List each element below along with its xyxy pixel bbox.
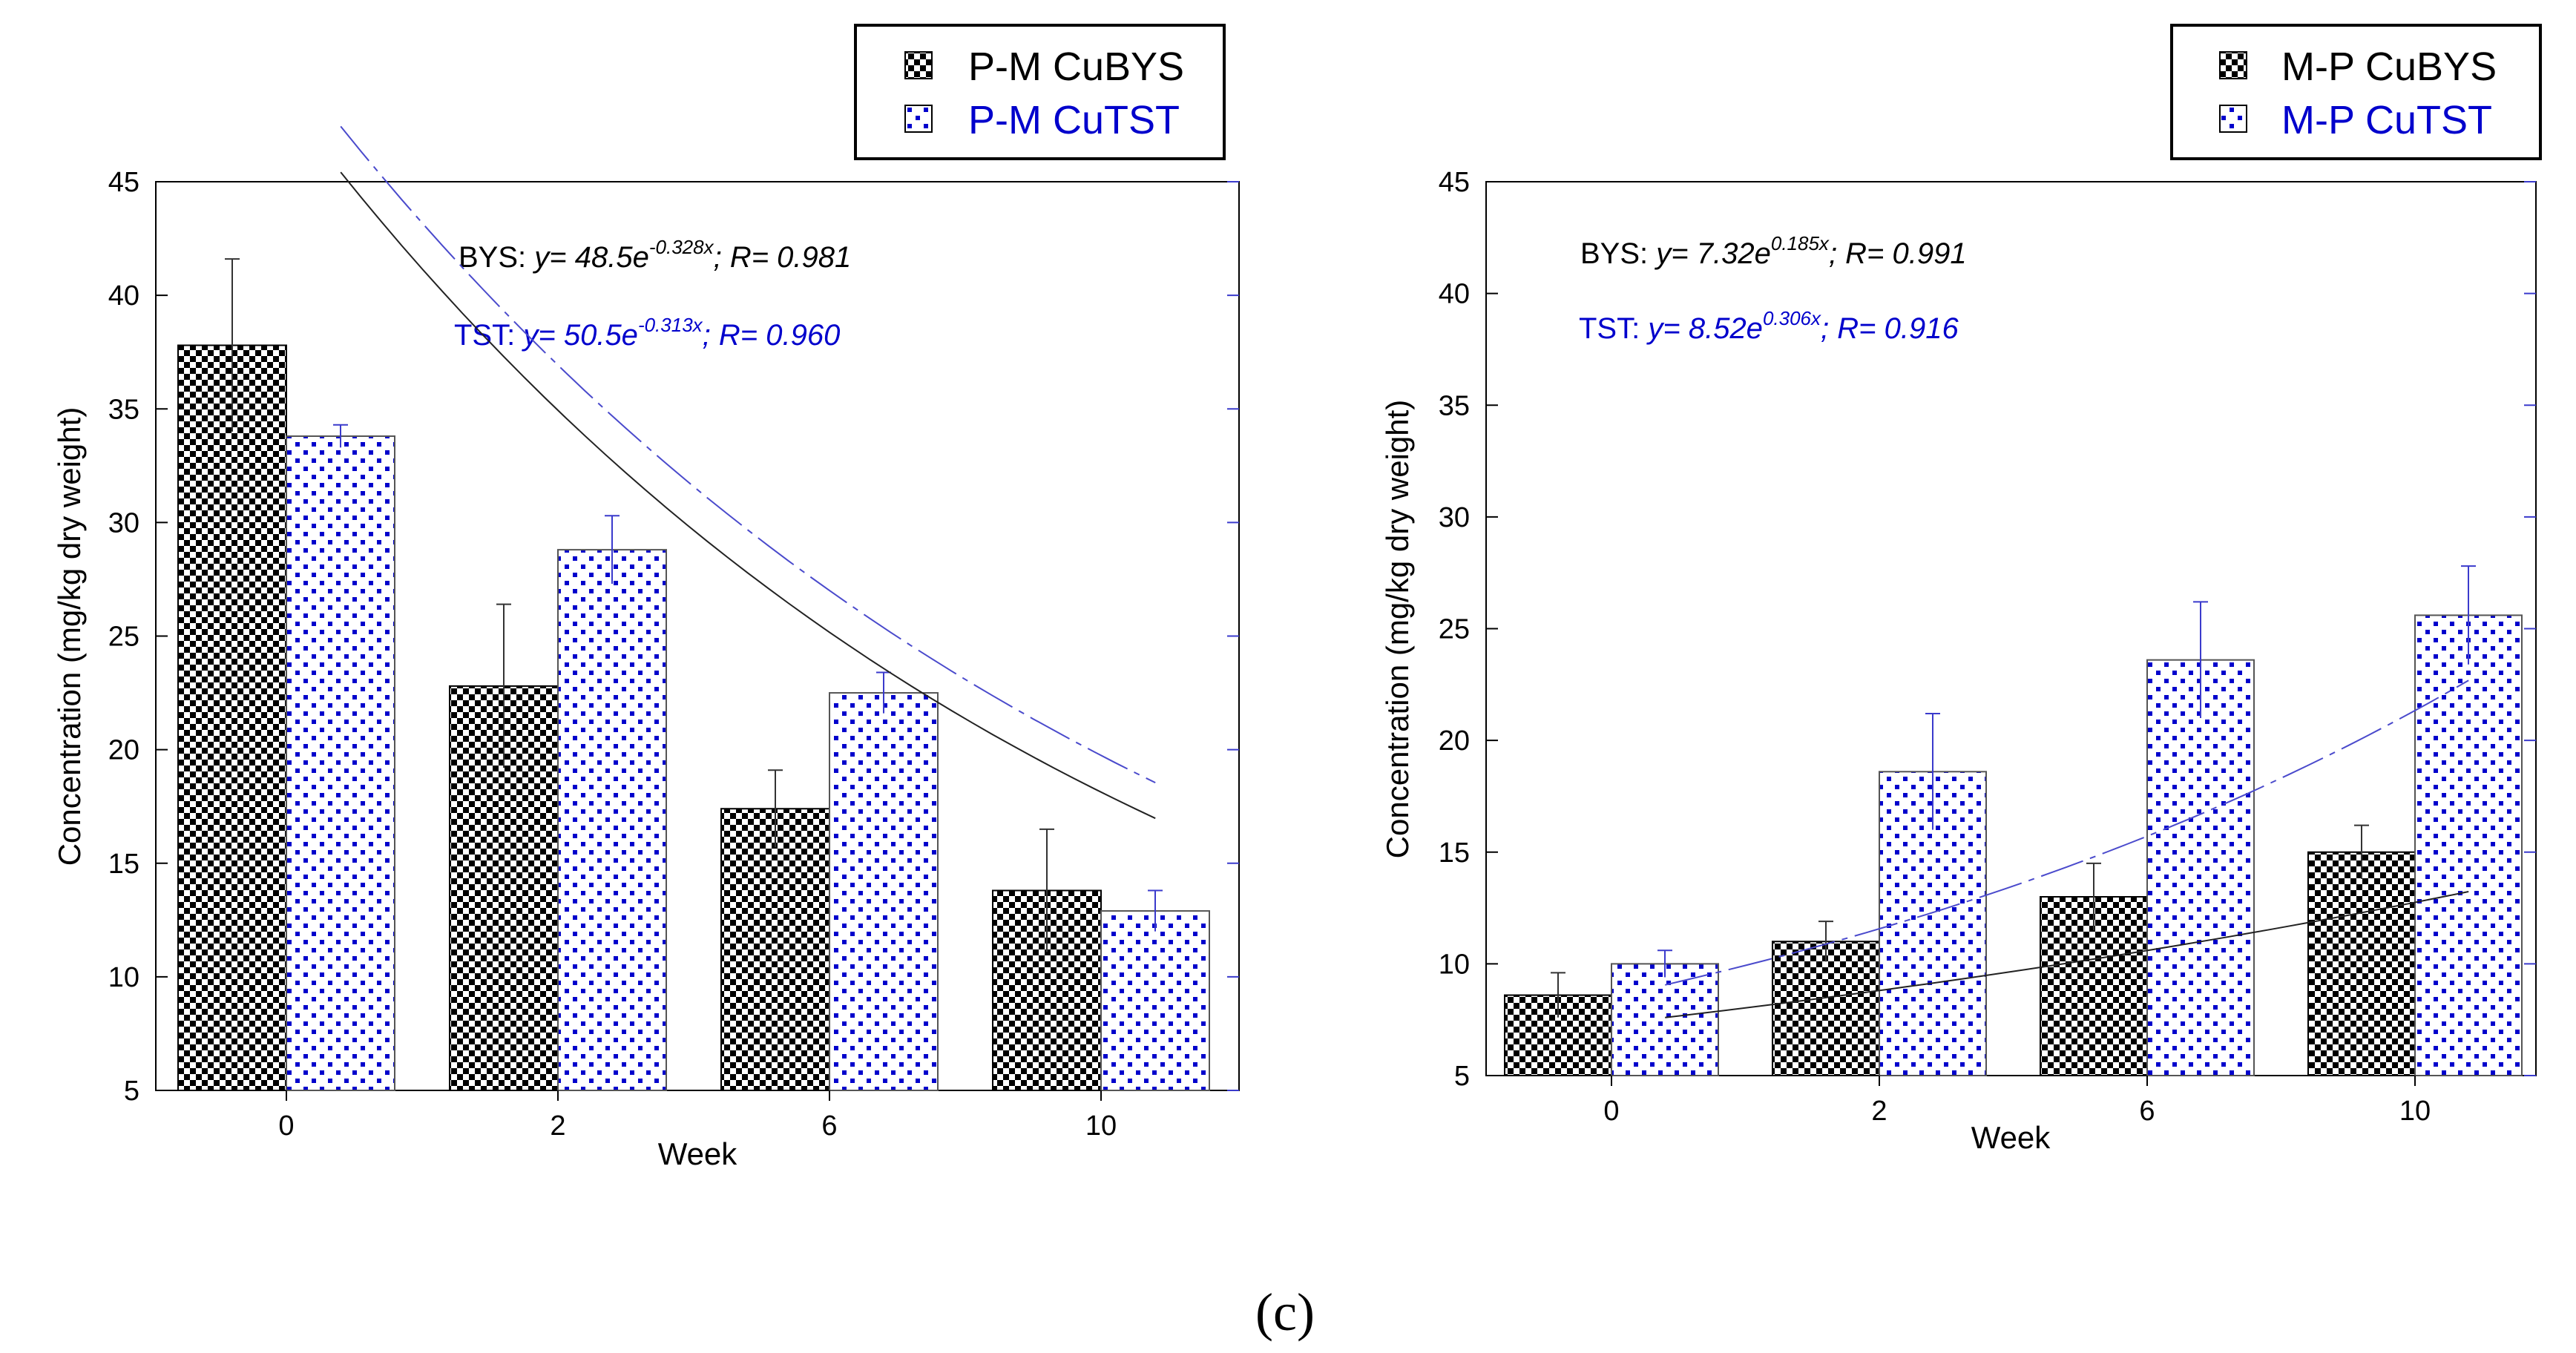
y-tick-label-left: 45: [108, 167, 139, 198]
x-tick-label-right: 10: [2399, 1096, 2431, 1127]
x-tick-label-right: 6: [2139, 1096, 2155, 1127]
bar-left-tst-6: [829, 692, 939, 1091]
bar-left-tst-2: [557, 549, 667, 1091]
y-tick-label-right: 40: [1439, 279, 1470, 310]
y-tick-label-left: 40: [108, 280, 139, 312]
legend-left-frame: [854, 24, 1226, 160]
legend-left-label-bys: P-M CuBYS: [968, 45, 1184, 89]
fit-curve-left-bys: [340, 171, 1156, 820]
bar-left-bys-6: [720, 808, 830, 1091]
y-tick-label-right: 5: [1454, 1061, 1470, 1092]
legend-right: M-P CuBYS M-P CuTST: [2170, 24, 2542, 160]
x-tick-label-right: 0: [1603, 1096, 1619, 1127]
x-tick-label-left: 2: [550, 1110, 565, 1142]
bar-right-bys-10: [2307, 851, 2416, 1076]
y-tick-label-left: 20: [108, 735, 139, 766]
y-tick-label-right: 30: [1439, 502, 1470, 533]
y-axis-right: 5 10 15 20 25 30 35 40 45: [1439, 167, 2536, 1092]
legend-right-label-tst: M-P CuTST: [2281, 98, 2492, 142]
plot-area-right: 0 2 6 10: [1504, 565, 2523, 1127]
y-axis-left: 5 10 15 20 25 30 35 40 45: [108, 167, 1239, 1107]
y-tick-label-right: 35: [1439, 390, 1470, 421]
equation-right-bys: BYS: y= 7.32e0.185x; R= 0.991: [1580, 232, 1967, 270]
equation-left-tst: TST: y= 50.5e-0.313x; R= 0.960: [454, 314, 840, 352]
x-tick-label-right: 2: [1871, 1096, 1887, 1127]
x-tick-label-left: 10: [1085, 1110, 1117, 1142]
y-tick-label-left: 25: [108, 622, 139, 653]
y-tick-label-right: 45: [1439, 167, 1470, 198]
y-axis-title-left: Concentration (mg/kg dry weight): [52, 407, 87, 866]
legend-right-swatch-bys: [2219, 51, 2247, 79]
plot-area-left: 0 2 6 10: [177, 125, 1210, 1142]
legend-left-swatch-bys: [904, 51, 933, 79]
y-tick-label-right: 25: [1439, 614, 1470, 645]
fit-curve-left-tst: [340, 125, 1156, 783]
figure-caption: (c): [1255, 1283, 1315, 1342]
y-tick-label-right: 15: [1439, 837, 1470, 869]
y-tick-label-left: 30: [108, 507, 139, 539]
y-tick-label-left: 5: [124, 1076, 139, 1107]
bar-left-tst-10: [1100, 910, 1210, 1091]
legend-right-label-bys: M-P CuBYS: [2281, 45, 2497, 89]
equation-right-tst: TST: y= 8.52e0.306x; R= 0.916: [1579, 307, 1959, 345]
y-tick-label-left: 15: [108, 849, 139, 880]
bar-right-tst-10: [2414, 614, 2523, 1076]
y-tick-label-right: 10: [1439, 949, 1470, 980]
legend-left: P-M CuBYS P-M CuTST: [854, 24, 1226, 160]
fit-curve-right-tst: [1664, 679, 2469, 986]
x-axis-title-left: Week: [658, 1136, 738, 1171]
bar-left-bys-0: [177, 344, 287, 1091]
y-tick-label-right: 20: [1439, 725, 1470, 757]
y-tick-label-left: 35: [108, 394, 139, 425]
legend-right-swatch-tst: [2219, 105, 2247, 133]
bar-right-tst-0: [1611, 963, 1719, 1076]
fit-curve-right-bys: [1665, 891, 2469, 1018]
bar-right-tst-6: [2146, 659, 2255, 1076]
legend-right-frame: [2170, 24, 2542, 160]
legend-left-swatch-tst: [904, 105, 933, 133]
bar-left-tst-0: [286, 435, 395, 1091]
y-axis-title-right: Concentration (mg/kg dry weight): [1380, 400, 1415, 859]
legend-left-label-tst: P-M CuTST: [968, 98, 1180, 142]
x-tick-label-left: 6: [821, 1110, 837, 1142]
equation-left-bys: BYS: y= 48.5e-0.328x; R= 0.981: [459, 236, 851, 274]
y-tick-label-left: 10: [108, 962, 139, 993]
x-axis-title-right: Week: [1971, 1120, 2051, 1155]
x-tick-label-left: 0: [278, 1110, 294, 1142]
